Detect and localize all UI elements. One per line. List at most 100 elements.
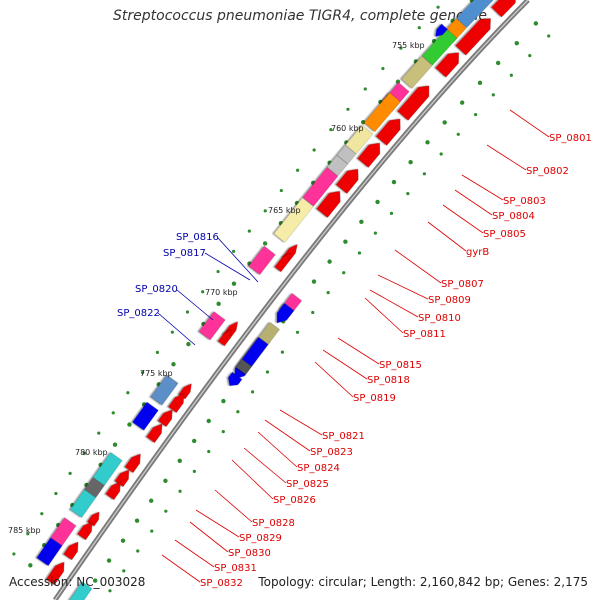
tick-dot	[311, 310, 315, 315]
tick-dot	[150, 529, 154, 533]
gene-arrow-forward[interactable]	[316, 187, 346, 219]
leader-line	[314, 361, 354, 398]
tick-dot	[221, 430, 225, 434]
tick-dot	[28, 563, 33, 568]
tick-dot	[381, 66, 385, 71]
leader-line	[204, 252, 251, 281]
gene-label-sp0811[interactable]: SP_0811	[403, 329, 446, 340]
tick-dot	[262, 241, 268, 246]
tick-dot	[92, 578, 98, 583]
gene-label-sp0819[interactable]: SP_0819	[353, 393, 396, 404]
tick-dot	[12, 552, 16, 556]
gene-arrow-forward[interactable]	[435, 48, 463, 78]
tick-dot	[514, 40, 519, 46]
gene-arrow-reverse[interactable]	[432, 23, 448, 39]
gene-box-forward[interactable]	[363, 92, 401, 133]
tick-dot	[177, 458, 182, 464]
tick-dot	[186, 341, 191, 347]
gene-label-sp0820[interactable]: SP_0820	[135, 284, 178, 295]
gene-arrow-forward[interactable]	[105, 479, 125, 501]
gene-label-sp0832[interactable]: SP_0832	[200, 578, 243, 589]
gene-box-forward[interactable]	[36, 537, 63, 567]
gene-label-sp0809[interactable]: SP_0809	[428, 295, 471, 306]
gene-arrow-forward[interactable]	[146, 421, 167, 444]
gene-arrow-forward[interactable]	[45, 559, 68, 586]
gene-arrow-forward[interactable]	[124, 451, 145, 474]
gene-label-sp0805[interactable]: SP_0805	[483, 229, 526, 240]
gene-label-sp0824[interactable]: SP_0824	[297, 463, 340, 474]
gene-label-sp0802[interactable]: SP_0802	[526, 166, 569, 177]
label-leaders	[157, 109, 550, 583]
gene-label-sp0821[interactable]: SP_0821	[322, 431, 365, 442]
gene-label-sp0826[interactable]: SP_0826	[273, 495, 316, 506]
gene-label-sp0817[interactable]: SP_0817	[163, 248, 206, 259]
gene-feature-reverse[interactable]	[235, 358, 253, 375]
gene-label-sp0807[interactable]: SP_0807	[441, 279, 484, 290]
leader-line	[454, 189, 493, 216]
gene-arrow-forward[interactable]	[335, 165, 363, 194]
gene-arrow-forward[interactable]	[455, 14, 496, 56]
tick-dot	[185, 310, 190, 314]
gene-box-forward[interactable]	[198, 311, 226, 341]
tick-dot	[216, 269, 220, 274]
gene-label-sp0810[interactable]: SP_0810	[418, 313, 461, 324]
gene-feature-reverse[interactable]	[225, 371, 243, 389]
tick-dot	[136, 549, 140, 553]
gene-arrow-forward[interactable]	[491, 0, 521, 18]
leader-line	[189, 521, 229, 553]
gene-arrow-forward[interactable]	[375, 114, 405, 146]
gene-feature-reverse[interactable]	[272, 302, 295, 326]
gene-label-sp0803[interactable]: SP_0803	[503, 196, 546, 207]
gene-box-forward[interactable]	[248, 245, 276, 276]
gene-box-forward[interactable]	[401, 55, 433, 89]
gene-feature-reverse[interactable]	[64, 581, 93, 600]
tick-dot	[250, 390, 255, 394]
leader-line	[509, 109, 550, 138]
gene-arrow-forward[interactable]	[217, 327, 235, 347]
gene-arrow-forward[interactable]	[63, 539, 83, 561]
gene-box-forward[interactable]	[456, 0, 511, 29]
leader-line	[231, 459, 274, 500]
gene-arrow-forward[interactable]	[274, 251, 294, 273]
gene-label-sp0801[interactable]: SP_0801	[549, 133, 592, 144]
gene-label-sp0831[interactable]: SP_0831	[214, 563, 257, 574]
gene-box-forward[interactable]	[302, 167, 339, 207]
scale-label-765: 765 kbp	[268, 206, 301, 215]
tick-dot	[389, 211, 394, 215]
gene-label-sp0822[interactable]: SP_0822	[117, 308, 160, 319]
tick-dot	[140, 370, 145, 375]
tick-dot	[82, 451, 86, 455]
leader-line	[337, 337, 380, 365]
leader-line	[322, 349, 368, 380]
gene-label-sp0829[interactable]: SP_0829	[239, 533, 282, 544]
gene-label-sp0825[interactable]: SP_0825	[286, 479, 329, 490]
tick-dot	[120, 538, 126, 543]
gene-label-sp0830[interactable]: SP_0830	[228, 548, 271, 559]
gene-label-sp0823[interactable]: SP_0823	[310, 447, 353, 458]
gene-label-gyrb[interactable]: gyrB	[466, 247, 489, 258]
gene-arrow-forward[interactable]	[397, 81, 435, 121]
gene-box-forward[interactable]	[150, 374, 179, 406]
gene-label-sp0815[interactable]: SP_0815	[379, 360, 422, 371]
gene-label-sp0816[interactable]: SP_0816	[176, 232, 219, 243]
leader-line	[364, 297, 404, 334]
scale-label-785: 785 kbp	[8, 526, 41, 535]
gene-arrow-forward[interactable]	[157, 407, 176, 428]
gene-label-sp0818[interactable]: SP_0818	[367, 375, 410, 386]
tick-dot	[417, 26, 421, 30]
gene-box-forward[interactable]	[421, 28, 458, 66]
tick-dot	[343, 239, 348, 244]
gene-label-sp0828[interactable]: SP_0828	[252, 518, 295, 529]
gene-box-forward[interactable]	[273, 197, 314, 243]
tick-dot	[342, 271, 346, 275]
gene-arrow-forward[interactable]	[77, 519, 97, 541]
tick-dot	[111, 411, 115, 415]
gene-arrow-forward[interactable]	[167, 391, 188, 414]
tick-dot	[40, 512, 44, 516]
gene-box-forward[interactable]	[69, 489, 97, 519]
gene-label-sp0804[interactable]: SP_0804	[492, 211, 535, 222]
gene-box-forward[interactable]	[132, 401, 159, 431]
leader-line	[195, 509, 240, 538]
gene-arrow-forward[interactable]	[357, 139, 385, 168]
